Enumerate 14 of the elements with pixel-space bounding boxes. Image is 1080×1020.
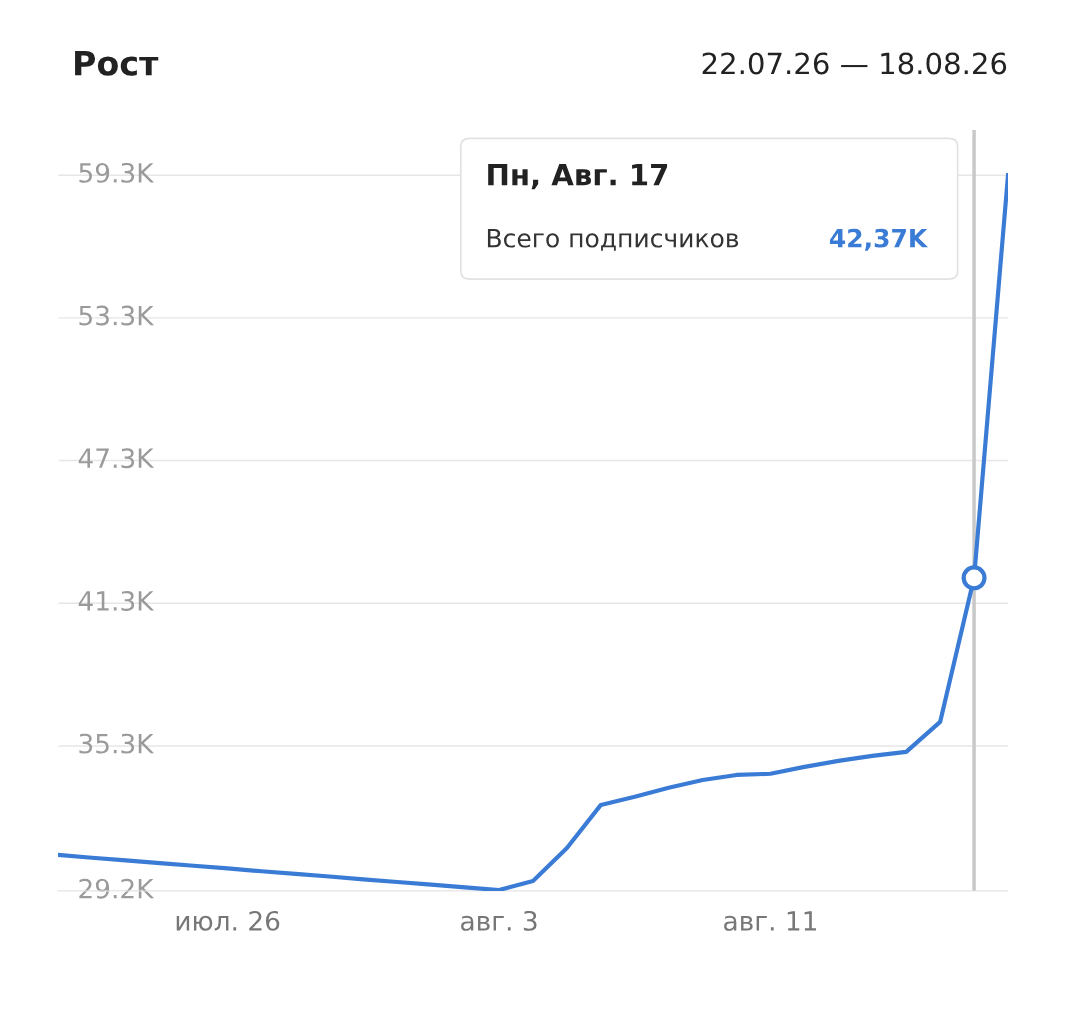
x-tick-label: авг. 3 bbox=[461, 910, 537, 931]
y-tick-label: 29.2K bbox=[79, 878, 155, 899]
annotation: Пн, Авг. 17 bbox=[488, 163, 668, 190]
chart-title: Рост bbox=[75, 50, 159, 76]
y-tick-label: 53.3K bbox=[79, 305, 155, 326]
y-tick-label: 59.3K bbox=[79, 162, 155, 183]
annotation: 42,37K bbox=[829, 228, 929, 251]
x-tick-label: авг. 11 bbox=[724, 911, 817, 931]
y-tick-label: 35.3K bbox=[79, 733, 155, 754]
x-tick-label: июл. 26 bbox=[176, 910, 280, 931]
y-tick-label: 47.3K bbox=[78, 448, 155, 469]
annotation: Всего подписчиков bbox=[487, 229, 739, 251]
y-tick-label: 41.3K bbox=[78, 590, 155, 611]
chart-subtitle: 22.07.26 — 18.08.26 bbox=[702, 52, 1007, 75]
